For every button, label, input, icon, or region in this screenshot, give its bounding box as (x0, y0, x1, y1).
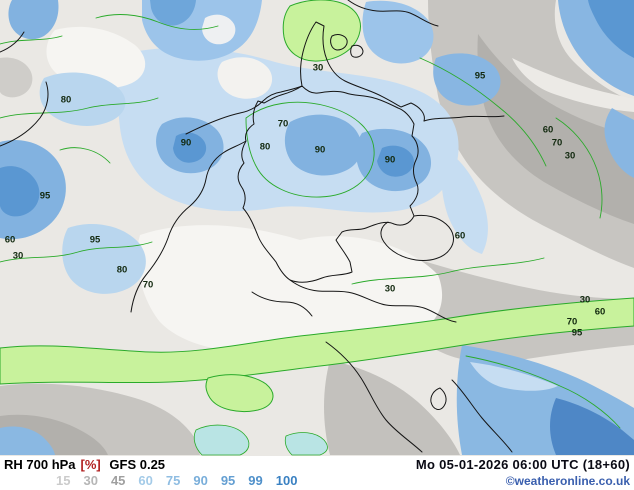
legend-values: 15 30 45 60 75 90 95 99 100 (56, 473, 297, 488)
country-borders (0, 0, 513, 453)
legend-value-75: 75 (165, 473, 181, 488)
model-label: GFS 0.25 (109, 457, 166, 472)
weather-map-svg (0, 0, 634, 456)
contour-lines (0, 14, 621, 429)
status-bar: RH 700 hPa [%] GFS 0.25 Mo 05-01-2026 06:… (0, 456, 634, 490)
humidity-shading (0, 0, 634, 456)
legend-value-90: 90 (193, 473, 208, 488)
unit-label: [%] (80, 457, 101, 472)
legend-value-60: 60 (138, 473, 153, 488)
copyright-label: ©weatheronline.co.uk (505, 474, 630, 488)
map-title: RH 700 hPa [%] GFS 0.25 (4, 457, 170, 472)
legend-value-99: 99 (248, 473, 263, 488)
map-area: 30 95 80 70 80 90 90 90 60 70 30 95 60 95 30 80 70 60 30 30… (0, 0, 634, 456)
legend-value-95: 95 (220, 473, 236, 488)
datetime-label: Mo 05-01-2026 06:00 UTC (18+60) (415, 457, 630, 472)
parameter-label: RH 700 hPa (4, 457, 76, 472)
legend-value-30: 30 (83, 473, 98, 488)
legend-value-15: 15 (56, 473, 71, 488)
legend-value-45: 45 (110, 473, 126, 488)
legend-value-100: 100 (275, 473, 298, 488)
